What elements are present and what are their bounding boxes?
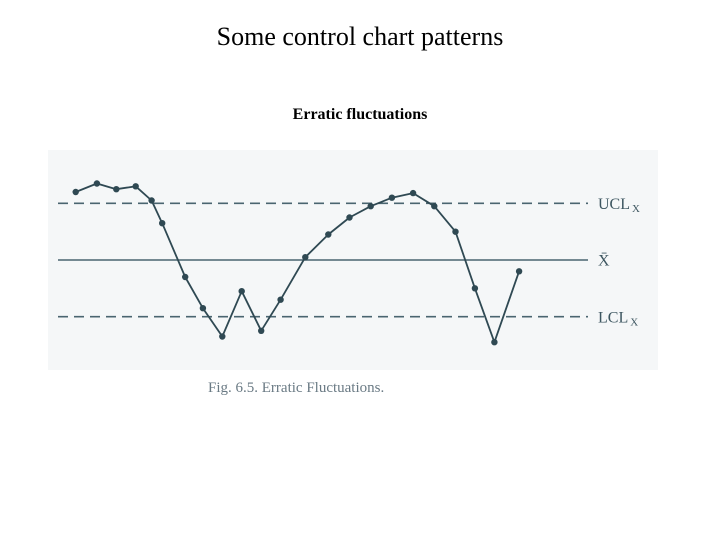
series-marker [94, 180, 100, 186]
series-marker [113, 186, 119, 192]
series-marker [219, 333, 225, 339]
series-marker [73, 189, 79, 195]
series-marker [389, 195, 395, 201]
control-chart-svg: UCLXX̄LCLX [48, 150, 658, 370]
series-marker [159, 220, 165, 226]
series-marker [431, 203, 437, 209]
series-marker [472, 285, 478, 291]
series-marker [516, 268, 522, 274]
series-marker [200, 305, 206, 311]
figure-caption: Fig. 6.5. Erratic Fluctuations. [208, 380, 384, 397]
series-marker [325, 231, 331, 237]
series-marker [182, 274, 188, 280]
series-marker [368, 203, 374, 209]
series-marker [133, 183, 139, 189]
control-chart: UCLXX̄LCLX [48, 150, 658, 370]
center-line-label: X̄ [598, 253, 610, 270]
series-marker [346, 214, 352, 220]
series-marker [302, 254, 308, 260]
series-marker [277, 297, 283, 303]
series-marker [258, 328, 264, 334]
series-marker [491, 339, 497, 345]
series-marker [452, 229, 458, 235]
series-marker [148, 197, 154, 203]
series-marker [239, 288, 245, 294]
series-marker [410, 190, 416, 196]
slide-subtitle: Erratic fluctuations [0, 106, 720, 124]
slide: Some control chart patterns Erratic fluc… [0, 0, 720, 540]
slide-title: Some control chart patterns [0, 22, 720, 52]
